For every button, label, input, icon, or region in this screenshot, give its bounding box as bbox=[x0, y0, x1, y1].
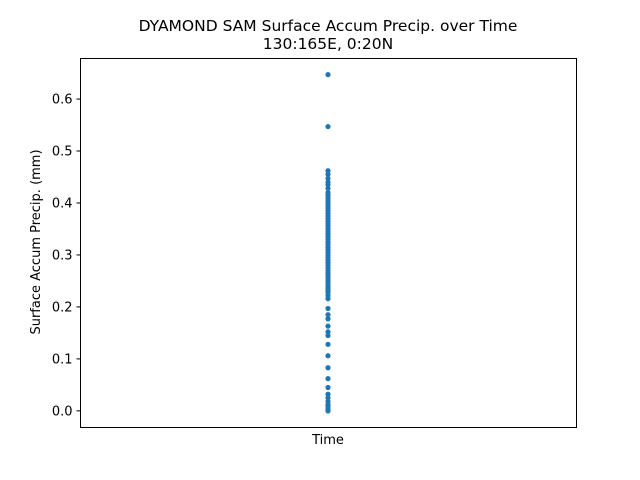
data-point bbox=[325, 353, 331, 359]
plot-frame bbox=[80, 58, 577, 428]
plot-area bbox=[325, 72, 331, 414]
data-point bbox=[325, 391, 331, 397]
chart-title: DYAMOND SAM Surface Accum Precip. over T… bbox=[139, 17, 518, 35]
data-point bbox=[325, 305, 331, 312]
data-point bbox=[325, 175, 331, 182]
data-point bbox=[325, 398, 331, 405]
y-tick-label: 0.2 bbox=[52, 300, 73, 315]
chart-subtitle: 130:165E, 0:20N bbox=[263, 35, 393, 53]
data-point bbox=[325, 168, 331, 174]
data-point bbox=[325, 329, 331, 335]
data-point bbox=[325, 189, 331, 196]
data-point bbox=[325, 332, 331, 339]
data-point bbox=[325, 376, 331, 382]
data-point bbox=[325, 316, 331, 322]
x-axis-label: Time bbox=[311, 433, 344, 448]
data-point bbox=[325, 123, 331, 130]
data-point bbox=[325, 323, 331, 329]
data-point bbox=[325, 312, 331, 318]
data-point bbox=[325, 179, 331, 185]
y-axis-label: Surface Accum Precip. (mm) bbox=[29, 149, 44, 334]
data-point bbox=[325, 72, 331, 78]
data-point bbox=[325, 384, 331, 391]
data-point bbox=[325, 365, 331, 371]
y-tick-label: 0.3 bbox=[52, 248, 73, 263]
data-point bbox=[325, 185, 331, 192]
y-tick-label: 0.5 bbox=[52, 145, 73, 160]
data-point bbox=[325, 171, 331, 177]
data-point bbox=[325, 341, 331, 347]
data-point bbox=[325, 395, 331, 401]
y-axis: 0.0 0.1 0.2 0.3 0.4 0.5 0.6 bbox=[52, 93, 81, 419]
y-tick-label: 0.0 bbox=[52, 404, 73, 419]
y-tick-label: 0.4 bbox=[52, 196, 73, 211]
y-tick-label: 0.6 bbox=[52, 93, 73, 108]
y-tick-label: 0.1 bbox=[52, 352, 73, 367]
